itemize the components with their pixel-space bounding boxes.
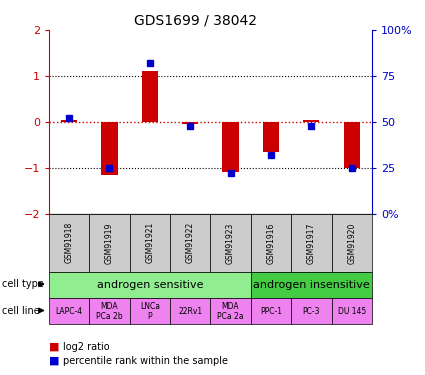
Bar: [263, 122, 279, 152]
Bar: [303, 120, 320, 122]
Text: GSM91917: GSM91917: [307, 222, 316, 264]
Bar: [251, 298, 291, 324]
Text: GSM91916: GSM91916: [266, 222, 275, 264]
Text: log2 ratio: log2 ratio: [63, 342, 110, 352]
Bar: [210, 298, 251, 324]
Bar: [251, 272, 372, 298]
Bar: [332, 214, 372, 272]
Bar: [49, 298, 89, 324]
Text: DU 145: DU 145: [337, 307, 366, 316]
Text: MDA
PCa 2b: MDA PCa 2b: [96, 302, 123, 321]
Text: ■: ■: [49, 356, 60, 366]
Bar: [170, 214, 210, 272]
Bar: [182, 122, 198, 124]
Text: cell type: cell type: [2, 279, 44, 289]
Text: LNCa
P: LNCa P: [140, 302, 160, 321]
Text: GSM91919: GSM91919: [105, 222, 114, 264]
Text: 22Rv1: 22Rv1: [178, 307, 202, 316]
Bar: [89, 214, 130, 272]
Bar: [101, 122, 117, 175]
Text: androgen sensitive: androgen sensitive: [96, 280, 203, 290]
Bar: [49, 272, 251, 298]
Text: cell line: cell line: [2, 306, 40, 315]
Text: PPC-1: PPC-1: [260, 307, 282, 316]
Bar: [130, 298, 170, 324]
Text: percentile rank within the sample: percentile rank within the sample: [63, 356, 228, 366]
Bar: [343, 122, 360, 168]
Text: GSM91921: GSM91921: [145, 222, 154, 263]
Bar: [222, 122, 238, 172]
Bar: [251, 214, 291, 272]
Text: GSM91920: GSM91920: [347, 222, 356, 264]
Text: LAPC-4: LAPC-4: [56, 307, 82, 316]
Bar: [142, 71, 158, 122]
Text: GSM91923: GSM91923: [226, 222, 235, 264]
Bar: [170, 298, 210, 324]
Text: androgen insensitive: androgen insensitive: [253, 280, 370, 290]
Bar: [210, 214, 251, 272]
Text: GSM91922: GSM91922: [186, 222, 195, 263]
Bar: [49, 214, 89, 272]
Text: MDA
PCa 2a: MDA PCa 2a: [217, 302, 244, 321]
Bar: [89, 298, 130, 324]
Text: ■: ■: [49, 342, 60, 352]
Bar: [130, 214, 170, 272]
Bar: [291, 298, 332, 324]
Text: GDS1699 / 38042: GDS1699 / 38042: [134, 13, 257, 27]
Bar: [61, 120, 77, 122]
Bar: [332, 298, 372, 324]
Bar: [291, 214, 332, 272]
Text: GSM91918: GSM91918: [65, 222, 74, 263]
Text: PC-3: PC-3: [303, 307, 320, 316]
